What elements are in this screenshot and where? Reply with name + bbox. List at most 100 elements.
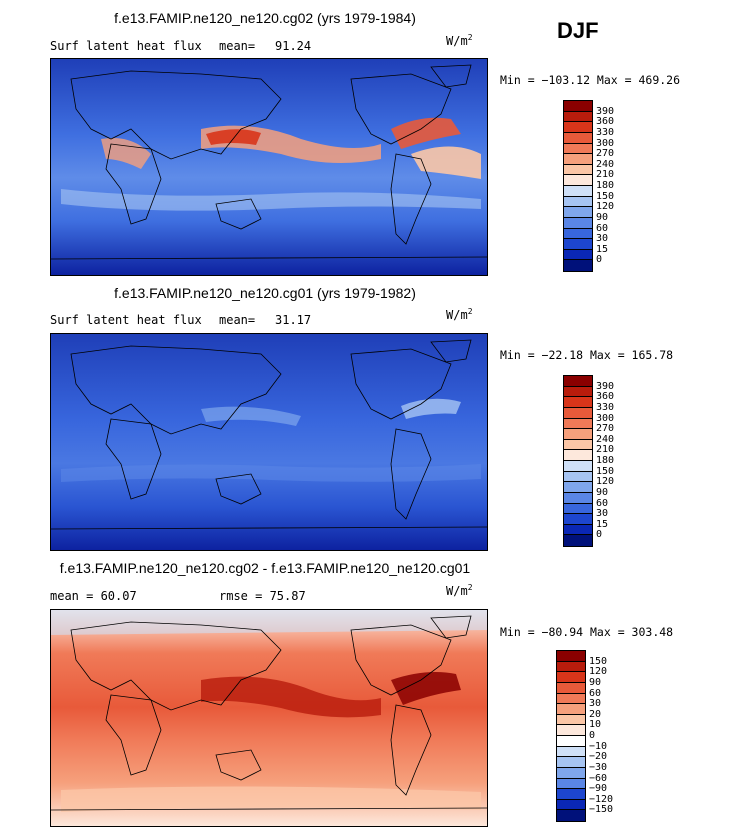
panel1-colorbar: 390 360 330 300 270 240 210 180 150 120 90 60 30 15 0 [563,100,614,272]
panel3-minmax: Min = −80.94 Max = 303.48 [500,625,674,639]
colorbar-tick-label: 60 [596,222,609,234]
panel2-map-svg [51,334,487,550]
colorbar-box [564,122,592,133]
colorbar-box [564,260,592,271]
colorbar-tick-label: 10 [589,719,602,731]
colorbar-tick-label: 300 [596,137,615,149]
colorbar-tick-label: 150 [596,190,615,202]
colorbar-tick-label: 120 [596,476,615,488]
colorbar-box [557,799,585,811]
colorbar-tick-label: 180 [596,180,615,191]
colorbar-box [564,492,592,504]
colorbar-box [564,143,592,155]
panel1-mean-value: 91.24 [275,39,312,53]
panel1-map-svg [51,59,487,275]
panel1-variable: Surf latent heat flux [50,39,202,53]
colorbar-box [557,693,585,705]
panel3-map-svg [51,610,487,826]
colorbar-box [564,461,592,472]
panel2-units: W/m2 [446,307,473,322]
colorbar-tick-label: −150 [589,804,614,816]
colorbar-box [557,651,585,662]
panel3-units: W/m2 [446,583,473,598]
colorbar-tick-label: 210 [596,169,615,181]
colorbar-tick-label: 270 [596,148,615,160]
colorbar-tick-label: 0 [589,730,596,741]
panel3-mean: mean = 60.07 [50,589,137,603]
colorbar-tick-label: 120 [589,666,608,678]
colorbar-tick-label: 20 [589,708,602,720]
panel1-units: W/m2 [446,33,473,48]
colorbar-box [557,789,585,800]
panel2-colorbar: 390 360 330 300 270 240 210 180 150 120 90 60 30 15 0 [563,375,614,547]
colorbar-box [557,778,585,790]
colorbar-tick-label: 0 [596,529,603,541]
colorbar-tick-label: 30 [596,508,609,520]
colorbar-box [564,196,592,208]
colorbar-box [564,397,592,408]
colorbar-box [557,746,585,758]
colorbar-box [564,239,592,250]
colorbar-tick-label: −60 [589,772,608,784]
colorbar-box [564,514,592,525]
colorbar-tick-label: 240 [596,158,615,170]
panel1-minmax: Min = −103.12 Max = 469.26 [500,73,681,87]
colorbar-tick-label: 90 [596,211,609,223]
colorbar-box [564,101,592,112]
panel3-title: f.e13.FAMIP.ne120_ne120.cg02 - f.e13.FAM… [59,560,471,576]
colorbar-box [564,524,592,536]
colorbar-tick-label: 240 [596,433,615,445]
colorbar-box [564,228,592,240]
colorbar-tick-label: 90 [596,486,609,498]
season-label: DJF [557,18,599,43]
colorbar-tick-label: 30 [589,698,602,710]
colorbar-box [557,672,585,683]
colorbar-box [557,767,585,779]
colorbar-box [557,682,585,694]
colorbar-tick-label: −10 [589,740,608,752]
colorbar-box [557,725,585,736]
colorbar-box [564,376,592,387]
colorbar-tick-label: 360 [596,391,615,403]
colorbar-box [564,186,592,197]
panel3-colorbar: 150 120 90 60 30 20 10 0 −10 −20 −30 −60 −90 −120 −150 [556,650,613,822]
colorbar-tick-label: 330 [596,401,615,413]
colorbar-tick-label: 0 [596,254,603,266]
panel2-map [50,333,488,551]
colorbar-box [564,111,592,123]
colorbar-box [564,132,592,144]
colorbar-tick-label: 30 [596,233,609,245]
colorbar-tick-label: 60 [596,497,609,509]
colorbar-tick-label: 360 [596,116,615,128]
panel3-rmse: rmse = 75.87 [219,589,306,603]
colorbar-tick-label: 150 [589,655,608,667]
colorbar-box [557,757,585,768]
colorbar-tick-label: −30 [589,761,608,773]
panel1-map [50,58,488,276]
colorbar-box [564,407,592,419]
colorbar-box [557,714,585,726]
panel2-mean-label: mean= [219,313,256,327]
colorbar-box [564,164,592,176]
colorbar-tick-label: 210 [596,444,615,456]
panel2-mean-value: 31.17 [275,313,312,327]
colorbar-box [557,810,585,821]
panel1-title: f.e13.FAMIP.ne120_ne120.cg02 (yrs 1979-1… [114,10,416,26]
colorbar-box [564,503,592,515]
colorbar-box [564,154,592,165]
colorbar-box [557,661,585,673]
colorbar-box [564,207,592,218]
colorbar-tick-label: 60 [589,687,602,699]
colorbar-box [564,386,592,398]
colorbar-box [557,736,585,747]
colorbar-tick-label: 330 [596,126,615,138]
colorbar-tick-label: 300 [596,412,615,424]
colorbar-box [564,217,592,229]
colorbar-tick-label: −90 [589,783,608,795]
colorbar-tick-label: 15 [596,243,609,255]
panel1-mean-label: mean= [219,39,256,53]
panel3-map [50,609,488,827]
colorbar-box [564,249,592,261]
colorbar-box [564,439,592,451]
colorbar-box [557,704,585,715]
